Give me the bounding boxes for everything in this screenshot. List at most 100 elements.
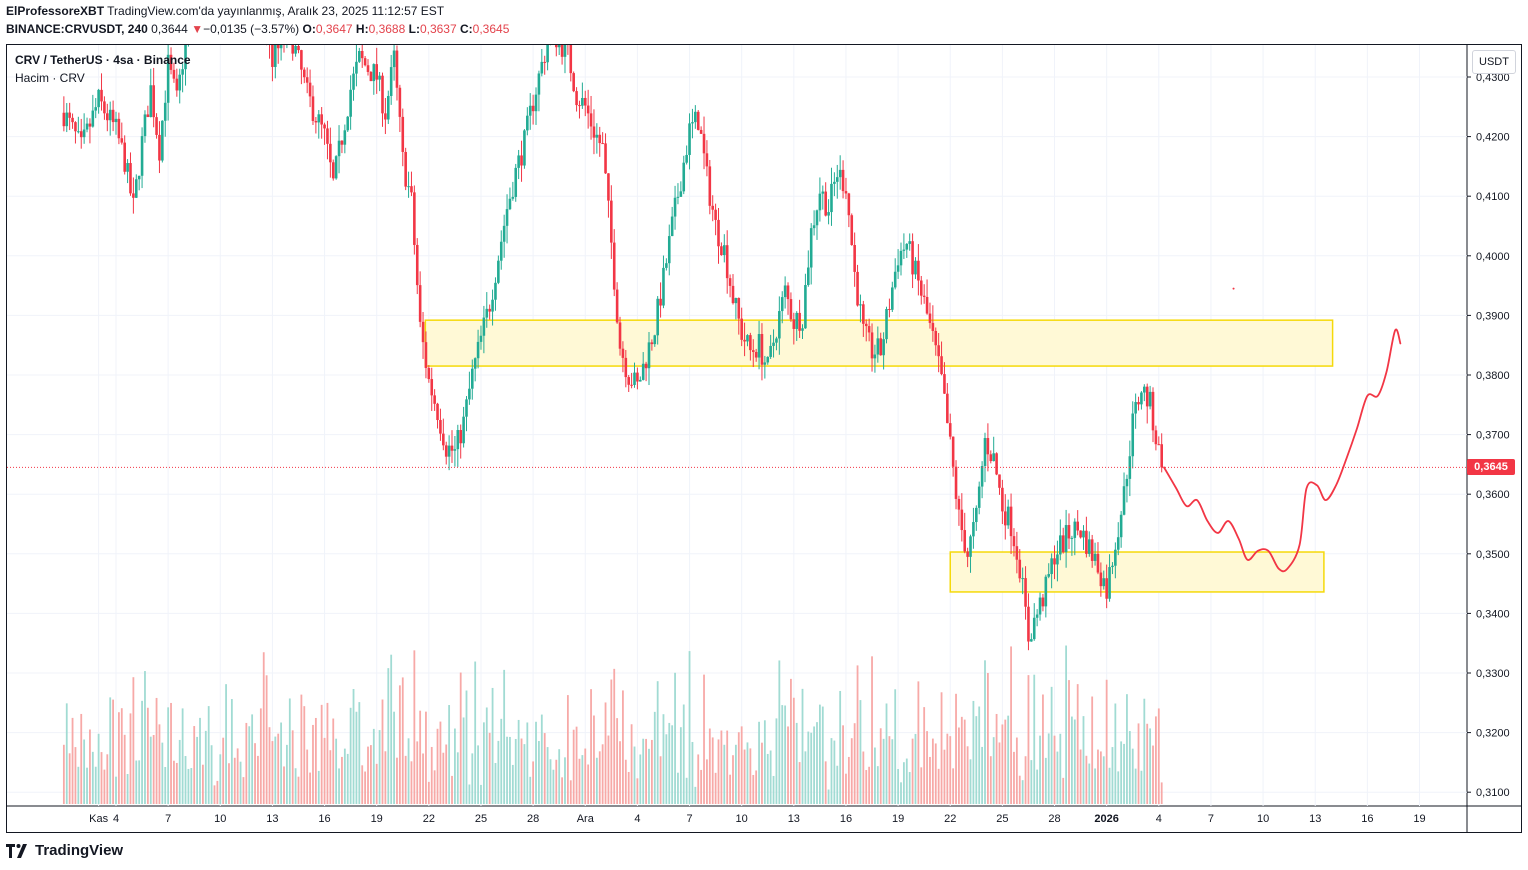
candle-body: [166, 54, 170, 103]
volume-bar: [575, 726, 578, 804]
volume-bar: [624, 759, 627, 804]
volume-bar: [309, 772, 311, 804]
currency-unit-button[interactable]: USDT: [1472, 50, 1516, 74]
candle-body: [534, 94, 538, 112]
volume-bar: [711, 737, 714, 804]
candle-body: [392, 50, 396, 68]
candle-body: [126, 163, 129, 172]
drawing-marker: [1232, 287, 1235, 290]
candle-body: [175, 78, 179, 91]
candle-body: [79, 131, 83, 138]
candle-body: [592, 126, 596, 138]
candle-body: [612, 242, 616, 290]
x-tick-label: 16: [840, 813, 852, 825]
tradingview-brand[interactable]: TradingView: [6, 842, 123, 859]
series-legend[interactable]: CRV / TetherUS · 4sa · Binance: [15, 53, 191, 67]
candle-body: [754, 351, 758, 358]
candle-body: [520, 155, 523, 166]
volume-bar: [598, 751, 601, 804]
candle-body: [505, 209, 509, 226]
volume-bar: [378, 730, 381, 804]
volume-bar: [555, 759, 558, 804]
volume-bar: [375, 763, 378, 804]
candle-body: [1059, 535, 1062, 555]
candle-body: [1064, 525, 1068, 553]
volume-bar: [471, 753, 474, 804]
candle-body: [196, 20, 199, 28]
last-price: 0,3644: [151, 22, 188, 36]
volume-bar: [230, 699, 233, 804]
volume-bar: [480, 784, 482, 804]
candle-body: [1105, 578, 1108, 599]
volume-bar: [766, 753, 769, 804]
volume-bar: [1015, 737, 1018, 804]
candle-body: [436, 403, 439, 421]
volume-bar: [341, 756, 343, 804]
volume-bar: [115, 776, 117, 804]
symbol-line[interactable]: BINANCE:CRVUSDT, 240: [6, 22, 148, 36]
candle-body: [424, 342, 428, 369]
candle-body: [202, 10, 205, 20]
volume-bar: [645, 738, 647, 804]
volume-bar: [610, 679, 613, 804]
high-value: 0,3688: [368, 22, 406, 36]
candle-body: [114, 118, 118, 123]
volume-bar: [271, 741, 274, 804]
volume-bar: [946, 733, 949, 804]
volume-legend[interactable]: Hacim · CRV: [15, 71, 85, 85]
volume-bar: [604, 702, 607, 804]
y-tick-label: 0,4100: [1476, 191, 1510, 203]
candle-body: [870, 332, 874, 359]
volume-bar: [905, 758, 908, 804]
candle-body: [772, 342, 775, 346]
volume-bar: [190, 768, 193, 804]
candle-body: [300, 50, 303, 70]
candle-body: [1116, 537, 1120, 550]
candle-body: [360, 51, 364, 59]
volume-bar: [430, 746, 433, 804]
candle-body: [838, 169, 842, 178]
candle-body: [82, 129, 86, 138]
volume-bar: [306, 749, 309, 804]
candle-body: [1093, 553, 1097, 561]
candle-body: [479, 335, 483, 342]
volume-bar: [529, 776, 532, 804]
candle-body: [1122, 486, 1126, 515]
volume-bar: [992, 737, 995, 804]
volume-bar: [91, 751, 94, 804]
volume-bar: [1001, 724, 1004, 804]
candle-body: [610, 200, 613, 243]
volume-bar: [920, 767, 923, 804]
volume-bar: [297, 776, 300, 804]
candle-body: [389, 67, 393, 96]
volume-bar: [656, 681, 659, 804]
candle-body: [647, 342, 651, 369]
candle-body: [546, 45, 549, 63]
x-tick-label: 7: [686, 813, 692, 825]
volume-bar: [112, 699, 115, 804]
candle-body: [812, 225, 816, 229]
candle-body: [283, 34, 286, 42]
candle-body: [1108, 567, 1111, 599]
volume-bar: [74, 747, 77, 804]
volume-bar: [862, 751, 865, 804]
volume-bar: [216, 780, 219, 804]
volume-bar: [1065, 645, 1068, 804]
volume-bar: [590, 689, 592, 804]
author-name[interactable]: ElProfessoreXBT: [6, 4, 105, 18]
volume-bar: [798, 762, 801, 804]
volume-bar: [868, 766, 871, 804]
volume-bar: [372, 728, 375, 804]
candle-body: [62, 112, 66, 127]
candle-body: [384, 113, 387, 120]
candle-body: [859, 304, 862, 306]
volume-bar: [587, 764, 590, 804]
x-tick-label: 28: [1048, 813, 1060, 825]
candle-body: [888, 308, 891, 310]
volume-bar: [1131, 748, 1134, 804]
candle-body: [184, 45, 187, 70]
candle-body: [867, 326, 871, 333]
candle-body: [1119, 514, 1123, 538]
candle-body: [966, 551, 969, 557]
